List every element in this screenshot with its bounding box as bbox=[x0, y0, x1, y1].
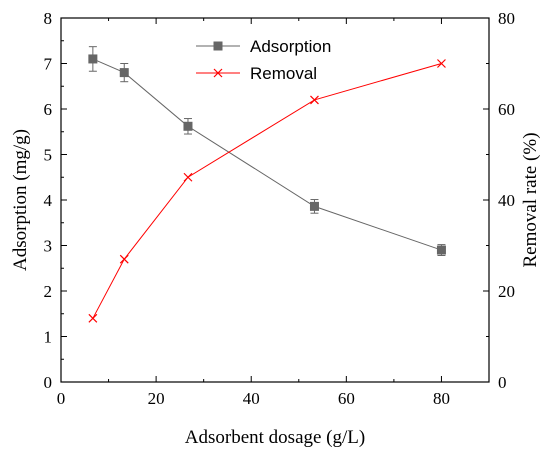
marker-stroke bbox=[183, 172, 193, 182]
y-right-tick-label: 0 bbox=[498, 373, 507, 392]
y-right-tick-label: 80 bbox=[498, 9, 515, 28]
y-left-tick-label: 3 bbox=[44, 237, 53, 256]
x-axis-title: Adsorbent dosage (g/L) bbox=[185, 427, 365, 448]
removal-point bbox=[437, 59, 446, 68]
legend-label-adsorption: Adsorption bbox=[250, 37, 331, 56]
legend: Adsorption Removal bbox=[196, 37, 331, 83]
y-right-tick-label: 20 bbox=[498, 282, 515, 301]
y-left-tick-label: 6 bbox=[44, 100, 53, 119]
right-y-axis-ticks: 0 20 40 60 80 bbox=[483, 9, 515, 392]
left-y-axis-title: Adsorption (mg/g) bbox=[10, 129, 31, 271]
x-tick-label: 40 bbox=[243, 389, 260, 408]
marker-stroke bbox=[119, 254, 129, 264]
x-tick-label: 60 bbox=[338, 389, 355, 408]
legend-entry-adsorption: Adsorption bbox=[196, 37, 331, 56]
adsorption-point bbox=[309, 201, 319, 211]
y-left-tick-label: 4 bbox=[44, 191, 53, 210]
adsorption-point bbox=[183, 121, 193, 131]
x-tick-label: 80 bbox=[433, 389, 450, 408]
removal-point bbox=[310, 95, 319, 105]
legend-label-removal: Removal bbox=[250, 64, 317, 83]
removal-point bbox=[119, 254, 129, 264]
y-left-tick-label: 0 bbox=[44, 373, 53, 392]
adsorption-point bbox=[119, 68, 129, 78]
marker-stroke bbox=[310, 95, 319, 105]
left-y-axis-ticks: 0 1 2 3 4 5 6 7 8 bbox=[44, 9, 67, 392]
x-tick-label: 0 bbox=[57, 389, 66, 408]
adsorption-line bbox=[92, 58, 442, 251]
x-axis-ticks: 0 20 40 60 80 bbox=[57, 18, 490, 408]
legend-marker-removal bbox=[213, 68, 223, 78]
removal-point bbox=[88, 313, 98, 323]
y-right-tick-label: 40 bbox=[498, 191, 515, 210]
removal-series bbox=[88, 59, 446, 323]
removal-line bbox=[92, 63, 442, 319]
y-right-tick-label: 60 bbox=[498, 100, 515, 119]
y-left-tick-label: 8 bbox=[44, 9, 53, 28]
legend-marker-adsorption bbox=[213, 41, 223, 51]
removal-point bbox=[183, 172, 193, 182]
series-layer bbox=[88, 46, 446, 323]
marker-stroke bbox=[88, 313, 98, 323]
y-left-tick-label: 7 bbox=[44, 55, 53, 74]
adsorption-point bbox=[88, 54, 98, 64]
right-y-axis-title: Removal rate (%) bbox=[520, 132, 541, 267]
marker-stroke bbox=[437, 59, 446, 68]
legend-entry-removal: Removal bbox=[196, 64, 317, 83]
adsorption-point bbox=[436, 245, 446, 255]
adsorption-series bbox=[88, 46, 446, 257]
y-left-tick-label: 5 bbox=[44, 146, 53, 165]
x-tick-label: 20 bbox=[148, 389, 165, 408]
y-left-tick-label: 1 bbox=[44, 328, 53, 347]
y-left-tick-label: 2 bbox=[44, 282, 53, 301]
marker-stroke bbox=[213, 68, 223, 78]
